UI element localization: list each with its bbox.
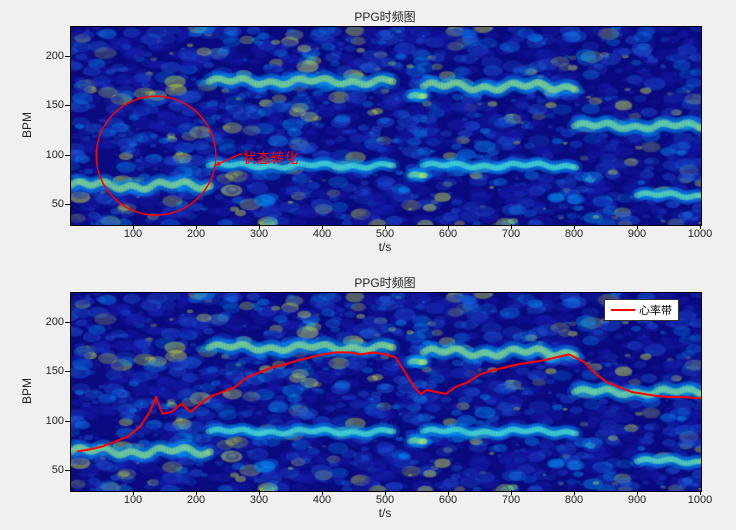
ylabel-top: BPM (20, 112, 34, 138)
xtick-label: 700 (502, 224, 520, 240)
xtick-label: 1000 (688, 224, 712, 240)
xtick-label: 200 (187, 490, 205, 506)
xtick-label: 500 (376, 490, 394, 506)
xtick-label: 800 (565, 224, 583, 240)
ytick-label: 100 (46, 415, 70, 427)
ytick-label: 100 (46, 149, 70, 161)
xtick-label: 200 (187, 224, 205, 240)
xtick-label: 800 (565, 490, 583, 506)
xtick-label: 1000 (688, 490, 712, 506)
ytick-label: 200 (46, 50, 70, 62)
xtick-label: 100 (124, 490, 142, 506)
xtick-label: 300 (250, 490, 268, 506)
xtick-label: 600 (439, 490, 457, 506)
legend-swatch (611, 309, 635, 311)
legend: 心率带 (604, 299, 679, 321)
title-top: PPG时频图 (70, 8, 700, 25)
xtick-label: 900 (628, 224, 646, 240)
ytick-label: 50 (52, 198, 70, 210)
xtick-label: 400 (313, 224, 331, 240)
axes-top: PPG时频图 BPM t/s 状态转化 10020030040050060070… (70, 26, 700, 224)
legend-label: 心率带 (639, 302, 672, 318)
ytick-label: 50 (52, 464, 70, 476)
xtick-label: 600 (439, 224, 457, 240)
xtick-label: 400 (313, 490, 331, 506)
title-bot: PPG时频图 (70, 274, 700, 291)
xtick-label: 100 (124, 224, 142, 240)
spectrogram-top (71, 27, 701, 225)
plot-area-top: 状态转化 (70, 26, 702, 226)
ytick-label: 200 (46, 316, 70, 328)
ytick-label: 150 (46, 365, 70, 377)
figure: PPG时频图 BPM t/s 状态转化 100 200 300 400 500 600 70… (0, 0, 736, 530)
xtick-label: 900 (628, 490, 646, 506)
spectrogram-bot (71, 293, 701, 491)
xlabel-top: t/s (70, 240, 700, 254)
plot-area-bot: 心率带 (70, 292, 702, 492)
ytick-label: 150 (46, 99, 70, 111)
axes-bot: PPG时频图 BPM t/s 心率带 100200300400500600700… (70, 292, 700, 490)
xtick-label: 700 (502, 490, 520, 506)
xtick-label: 500 (376, 224, 394, 240)
xtick-label: 300 (250, 224, 268, 240)
xlabel-bot: t/s (70, 506, 700, 520)
ylabel-bot: BPM (20, 378, 34, 404)
